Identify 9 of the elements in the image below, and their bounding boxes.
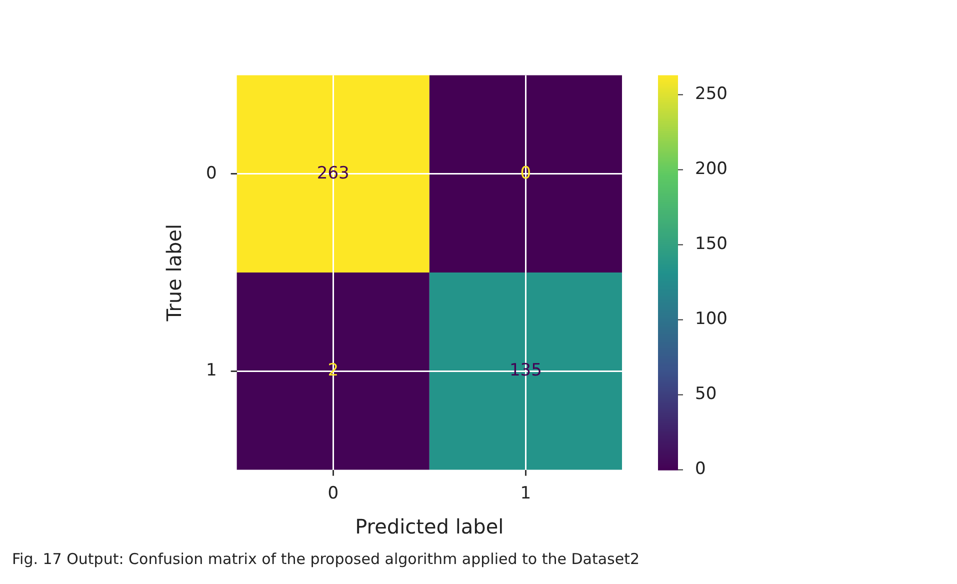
- color-bar-label: 150: [695, 234, 728, 254]
- color-bar-label: 250: [695, 84, 728, 104]
- y-axis-title: True label: [162, 224, 186, 322]
- color-bar-label: 0: [695, 459, 706, 480]
- color-bar-label: 50: [695, 384, 717, 404]
- x-axis-title: Predicted label: [355, 514, 504, 538]
- caption: Fig. 17 Output: Confusion matrix of the proposed algorithm applied to the Dataset2: [12, 550, 640, 568]
- color-bar-label: 200: [695, 159, 728, 180]
- color-bar-label: 100: [695, 309, 728, 330]
